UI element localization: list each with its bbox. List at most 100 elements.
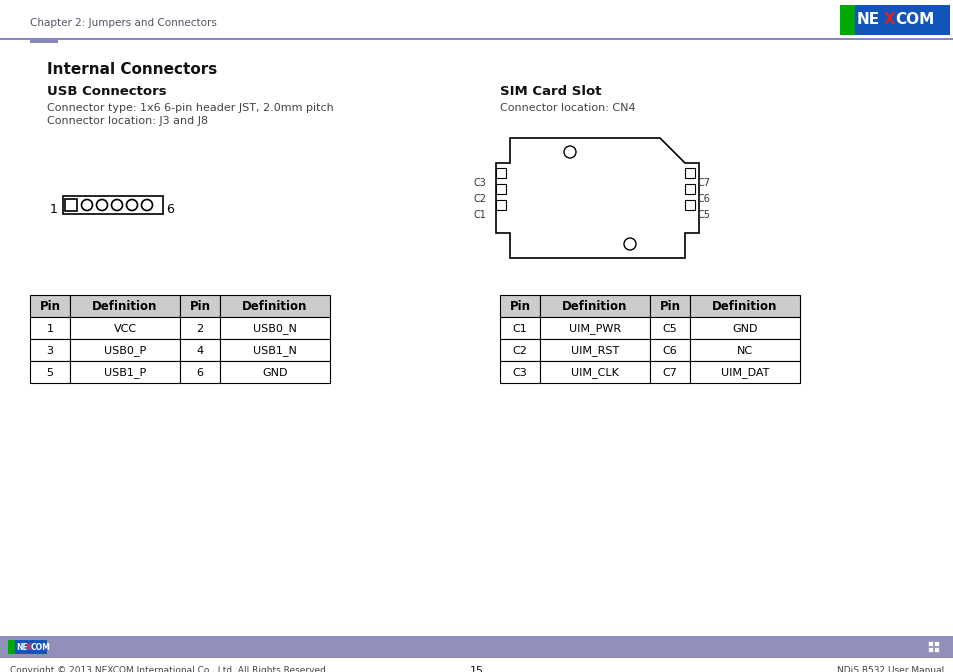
Text: Internal Connectors: Internal Connectors	[47, 62, 217, 77]
Text: UIM_DAT: UIM_DAT	[720, 368, 768, 378]
Text: Definition: Definition	[561, 300, 627, 314]
Text: Copyright © 2013 NEXCOM International Co., Ltd. All Rights Reserved.: Copyright © 2013 NEXCOM International Co…	[10, 666, 329, 672]
Text: USB Connectors: USB Connectors	[47, 85, 167, 98]
Bar	[649, 317, 689, 339]
Text: C3: C3	[474, 178, 486, 188]
Bar	[684, 200, 695, 210]
Text: X: X	[26, 642, 31, 651]
Circle shape	[623, 238, 636, 250]
Bar	[840, 5, 862, 35]
Circle shape	[563, 146, 576, 158]
Circle shape	[127, 200, 137, 210]
Bar	[220, 317, 330, 339]
Bar	[689, 339, 800, 361]
Text: C3: C3	[512, 368, 527, 378]
Bar	[933, 647, 938, 652]
Bar	[8, 640, 18, 654]
Bar	[927, 641, 932, 646]
Bar	[927, 647, 932, 652]
Text: X: X	[883, 13, 895, 28]
Circle shape	[112, 200, 122, 210]
Text: 5: 5	[47, 368, 53, 378]
Text: USB0_N: USB0_N	[253, 323, 296, 335]
Text: COM: COM	[894, 13, 933, 28]
Text: 4: 4	[196, 346, 203, 356]
Bar	[180, 339, 220, 361]
Text: Definition: Definition	[92, 300, 157, 314]
Bar	[70, 317, 180, 339]
Bar	[499, 339, 539, 361]
Bar	[689, 317, 800, 339]
Bar	[70, 295, 180, 317]
Bar	[499, 295, 539, 317]
Text: C6: C6	[698, 194, 710, 204]
Bar	[220, 339, 330, 361]
Text: SIM Card Slot: SIM Card Slot	[499, 85, 601, 98]
Text: Pin: Pin	[190, 300, 211, 314]
Bar	[65, 199, 77, 211]
Bar	[854, 5, 949, 35]
Text: USB0_P: USB0_P	[104, 345, 146, 356]
Text: UIM_CLK: UIM_CLK	[571, 368, 618, 378]
Polygon shape	[496, 138, 699, 258]
Text: VCC: VCC	[113, 324, 136, 334]
Text: 6: 6	[196, 368, 203, 378]
Text: USB1_P: USB1_P	[104, 368, 146, 378]
Bar	[499, 361, 539, 383]
Text: 6: 6	[166, 203, 173, 216]
Text: Connector location: J3 and J8: Connector location: J3 and J8	[47, 116, 208, 126]
Circle shape	[81, 200, 92, 210]
Text: 2: 2	[196, 324, 203, 334]
Bar	[0, 636, 953, 658]
Text: C6: C6	[662, 346, 677, 356]
Text: C7: C7	[662, 368, 677, 378]
Bar	[180, 317, 220, 339]
Bar	[499, 317, 539, 339]
Bar	[30, 295, 70, 317]
Text: GND: GND	[732, 324, 757, 334]
Text: UIM_PWR: UIM_PWR	[568, 323, 620, 335]
Bar	[539, 317, 649, 339]
Bar	[539, 295, 649, 317]
Text: NE: NE	[16, 642, 28, 651]
Bar	[933, 641, 938, 646]
Text: Connector location: CN4: Connector location: CN4	[499, 103, 635, 113]
Text: 1: 1	[50, 203, 58, 216]
Bar	[180, 295, 220, 317]
Circle shape	[96, 200, 108, 210]
Bar	[539, 361, 649, 383]
Text: C2: C2	[512, 346, 527, 356]
Bar	[15, 640, 47, 654]
Text: USB1_N: USB1_N	[253, 345, 296, 356]
Text: Connector type: 1x6 6-pin header JST, 2.0mm pitch: Connector type: 1x6 6-pin header JST, 2.…	[47, 103, 334, 113]
Text: Pin: Pin	[659, 300, 679, 314]
Text: 15: 15	[470, 666, 483, 672]
Text: GND: GND	[262, 368, 288, 378]
Bar	[220, 361, 330, 383]
Bar	[70, 339, 180, 361]
Bar	[649, 361, 689, 383]
Bar	[220, 295, 330, 317]
Bar	[30, 361, 70, 383]
Text: Chapter 2: Jumpers and Connectors: Chapter 2: Jumpers and Connectors	[30, 18, 216, 28]
Text: 3: 3	[47, 346, 53, 356]
Bar	[649, 339, 689, 361]
Bar	[649, 295, 689, 317]
Bar	[539, 339, 649, 361]
Bar	[496, 200, 505, 210]
Bar	[180, 361, 220, 383]
Bar	[70, 361, 180, 383]
Text: 1: 1	[47, 324, 53, 334]
Text: Pin: Pin	[509, 300, 530, 314]
Text: C2: C2	[474, 194, 486, 204]
Bar	[30, 317, 70, 339]
Bar	[689, 295, 800, 317]
Bar	[496, 184, 505, 194]
Text: NE: NE	[856, 13, 880, 28]
Text: C5: C5	[662, 324, 677, 334]
Bar	[684, 184, 695, 194]
Text: UIM_RST: UIM_RST	[570, 345, 618, 356]
Text: Definition: Definition	[712, 300, 777, 314]
Circle shape	[141, 200, 152, 210]
Bar	[30, 339, 70, 361]
